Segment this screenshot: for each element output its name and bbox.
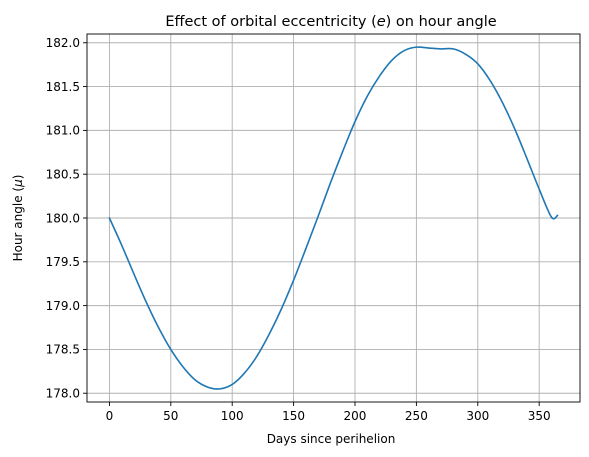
y-tick-label: 181.0 [46,124,80,138]
ylabel-symbol-mu: μ [11,179,25,188]
y-tick-label: 182.0 [46,36,80,50]
y-tick-label: 179.5 [46,255,80,269]
x-tick-label: 50 [163,409,178,423]
x-tick-label: 100 [221,409,244,423]
x-tick-label: 150 [282,409,305,423]
x-tick-label: 200 [344,409,367,423]
y-tick-label: 180.0 [46,211,80,225]
series-line-hour-angle [108,46,559,390]
title-text-end: ) on hour angle [386,14,497,30]
y-tick-label: 179.0 [46,299,80,313]
y-axis-ticks: 178.0 178.5 179.0 179.5 180.0 180.5 181.0 181.5… [46,36,87,401]
ylabel-text-start: Hour angle ( [11,187,25,262]
x-axis-label: Days since perihelion [267,432,396,446]
y-tick-label: 178.0 [46,387,80,401]
ylabel-text-end: ) [11,175,25,180]
x-tick-label: 250 [405,409,428,423]
y-axis-label: Hour angle (μ) [11,175,25,262]
x-tick-label: 0 [106,409,114,423]
y-tick-label: 181.5 [46,80,80,94]
x-tick-label: 300 [466,409,489,423]
title-symbol-e: e [377,14,386,30]
x-axis-ticks: 0 50 100 150 200 250 300 350 [106,402,551,423]
chart-title: Effect of orbital eccentricity (e) on ho… [165,14,496,30]
title-text-start: Effect of orbital eccentricity ( [165,14,376,30]
y-tick-label: 180.5 [46,167,80,181]
y-tick-label: 178.5 [46,343,80,357]
x-tick-label: 350 [528,409,551,423]
